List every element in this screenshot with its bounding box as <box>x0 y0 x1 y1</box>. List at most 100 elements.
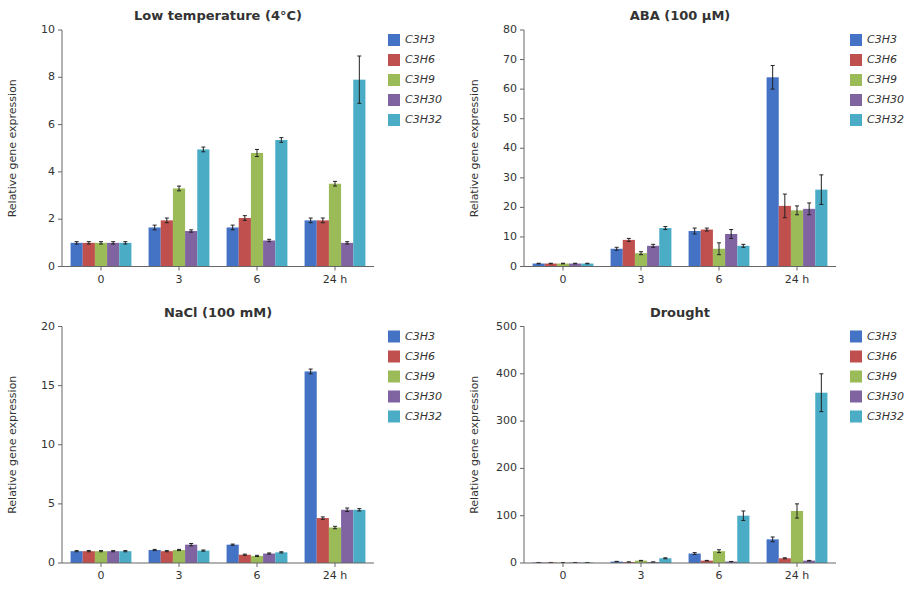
x-tick-label: 24 h <box>785 273 809 286</box>
error-cap <box>177 550 181 551</box>
panel: 05101520Relative gene expression03624 hN… <box>6 305 442 583</box>
error-stem <box>347 508 348 512</box>
error-cap <box>123 241 127 242</box>
error-bar <box>165 218 169 223</box>
y-tick <box>58 563 62 564</box>
error-bar <box>123 551 127 552</box>
y-tick-label: 0 <box>48 556 55 569</box>
legend-label: C3H32 <box>405 113 442 126</box>
bar <box>83 243 95 267</box>
error-stem <box>203 147 204 152</box>
error-cap <box>705 560 709 561</box>
bar <box>737 516 749 563</box>
bar <box>275 552 287 563</box>
bar <box>149 227 161 266</box>
error-stem <box>797 206 798 215</box>
y-tick <box>58 77 62 78</box>
error-cap <box>627 561 631 562</box>
error-bar <box>807 203 811 215</box>
x-tick <box>563 563 564 567</box>
error-cap <box>255 556 259 557</box>
legend-swatch <box>850 331 862 343</box>
bar <box>329 184 341 267</box>
error-bar <box>561 263 565 265</box>
error-cap <box>267 552 271 553</box>
error-cap <box>201 549 205 550</box>
error-cap <box>111 244 115 245</box>
error-cap <box>651 247 655 248</box>
y-axis-label: Relative gene expression <box>468 376 481 514</box>
legend: C3H3C3H6C3H9C3H30C3H32 <box>388 33 442 126</box>
legend-swatch <box>388 94 400 106</box>
bar <box>611 249 623 267</box>
error-cap <box>231 544 235 545</box>
error-stem <box>797 504 798 518</box>
bar <box>197 551 209 563</box>
error-cap <box>357 510 361 511</box>
error-cap <box>705 228 709 229</box>
x-tick-label: 0 <box>98 273 105 286</box>
error-cap <box>549 263 553 264</box>
error-cap <box>741 247 745 248</box>
error-bar <box>189 230 193 232</box>
bar <box>623 240 635 267</box>
x-axis: 03624 h <box>98 267 348 286</box>
error-cap <box>345 508 349 509</box>
title: Drought <box>650 305 710 320</box>
y-tick-label: 60 <box>503 82 517 95</box>
error-cap <box>627 238 631 239</box>
bar <box>791 511 803 563</box>
bar <box>107 551 119 563</box>
y-tick-label: 8 <box>48 70 55 83</box>
error-cap <box>807 560 811 561</box>
legend-label: C3H9 <box>405 73 435 86</box>
error-cap <box>693 233 697 234</box>
legend-swatch <box>388 331 400 343</box>
error-bar <box>279 552 283 553</box>
error-cap <box>321 519 325 520</box>
bar <box>317 518 329 563</box>
bar <box>71 243 83 267</box>
error-cap <box>201 151 205 152</box>
bar <box>107 243 119 267</box>
x-tick <box>719 563 720 567</box>
error-bar <box>267 553 271 554</box>
error-bar <box>255 149 259 156</box>
error-stem <box>322 218 323 223</box>
error-cap <box>165 550 169 551</box>
bar <box>647 246 659 267</box>
error-cap <box>255 555 259 556</box>
error-bar <box>663 557 667 559</box>
legend-swatch <box>388 114 400 126</box>
legend-label: C3H30 <box>867 390 904 403</box>
y-axis-line <box>524 30 525 267</box>
error-cap <box>99 244 103 245</box>
y-tick-label: 5 <box>48 497 55 510</box>
error-cap <box>615 250 619 251</box>
y-tick <box>520 148 524 149</box>
error-bar <box>357 56 361 103</box>
error-bar <box>177 186 181 191</box>
bar <box>251 556 263 563</box>
x-tick <box>797 267 798 271</box>
error-bar <box>189 543 193 545</box>
y-tick-label: 400 <box>496 367 517 380</box>
error-stem <box>694 228 695 234</box>
error-cap <box>165 218 169 219</box>
y-tick <box>520 59 524 60</box>
error-cap <box>255 156 259 157</box>
bar <box>83 551 95 563</box>
y-tick <box>58 219 62 220</box>
x-tick <box>179 267 180 271</box>
error-cap <box>663 557 667 558</box>
y-axis-label: Relative gene expression <box>6 376 19 514</box>
error-bar <box>615 247 619 250</box>
error-cap <box>123 551 127 552</box>
error-bar <box>243 216 247 221</box>
bar <box>197 149 209 266</box>
error-stem <box>154 225 155 230</box>
x-tick <box>797 563 798 567</box>
y-tick <box>520 177 524 178</box>
error-cap <box>201 147 205 148</box>
legend-label: C3H9 <box>405 370 435 383</box>
